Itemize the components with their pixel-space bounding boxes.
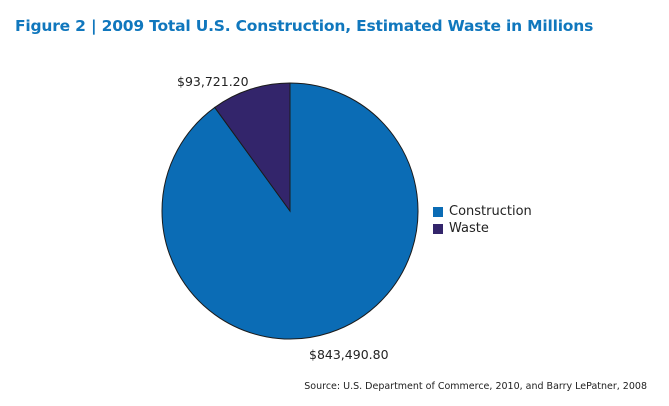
legend-item-construction: Construction <box>433 203 532 220</box>
data-label-construction: $843,490.80 <box>309 347 389 362</box>
legend-swatch-construction <box>433 206 443 217</box>
legend: Construction Waste <box>433 203 532 237</box>
source-note: Source: U.S. Department of Commerce, 201… <box>304 381 647 392</box>
data-label-waste: $93,721.20 <box>177 74 249 89</box>
chart-title: Figure 2 | 2009 Total U.S. Construction,… <box>15 17 594 35</box>
legend-label-waste: Waste <box>449 221 489 236</box>
legend-label-construction: Construction <box>449 204 532 219</box>
pie-slice-waste <box>214 82 291 213</box>
legend-swatch-waste <box>433 223 443 234</box>
legend-item-waste: Waste <box>433 220 532 237</box>
